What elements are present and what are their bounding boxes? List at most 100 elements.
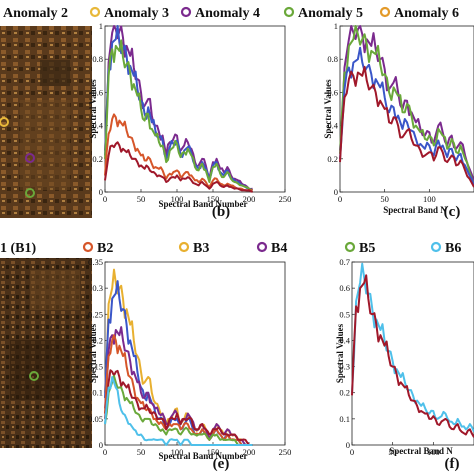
y-tick-label: 0.2 <box>92 154 103 164</box>
series-line-3 <box>339 65 474 188</box>
x-tick-label: 0 <box>338 194 342 204</box>
x-tick-label: 250 <box>279 447 292 457</box>
panel-label: (f) <box>445 456 460 472</box>
x-tick-label: 50 <box>137 447 146 457</box>
series-line-0 <box>351 262 474 433</box>
y-tick-label: 0.5 <box>339 309 350 319</box>
y-axis-label: Spectral Values <box>335 323 345 383</box>
x-tick-label: 250 <box>279 194 292 204</box>
y-tick-label: 0.3 <box>339 362 350 372</box>
y-tick-label: 0.35 <box>88 257 103 267</box>
y-tick-label: 0.1 <box>339 414 350 424</box>
legend-marker <box>180 6 192 18</box>
y-tick-label: 1 <box>99 21 103 31</box>
legend-bottom: 1 (B1) B2 B3 B4 B5 B6 <box>0 241 461 256</box>
legend-marker <box>283 6 295 18</box>
x-tick-label: 150 <box>207 447 220 457</box>
x-tick-label: 0 <box>103 194 107 204</box>
x-tick-label: 50 <box>137 194 146 204</box>
panel-label: (b) <box>212 204 230 220</box>
anomaly-map-bottom <box>0 258 92 448</box>
anomaly-marker <box>0 117 9 127</box>
x-tick-label: 50 <box>388 447 397 457</box>
y-tick-label: 0.2 <box>327 154 338 164</box>
plot-frame <box>104 261 286 446</box>
x-tick-label: 0 <box>350 447 354 457</box>
legend-top: Anomaly 2 Anomaly 3 Anomaly 4 Anomaly 5 Anom… <box>3 6 459 21</box>
y-tick-label: 0.1 <box>92 388 103 398</box>
legend-label: Anomaly 4 <box>195 6 260 21</box>
series-line-4 <box>104 141 254 193</box>
x-tick-label: 200 <box>243 447 256 457</box>
series-line-5 <box>104 375 253 446</box>
legend-marker <box>256 241 268 253</box>
series-line-3 <box>104 113 253 192</box>
y-tick-label: 0.05 <box>88 414 103 424</box>
legend-label: B2 <box>97 241 113 256</box>
series-line-1 <box>351 274 474 438</box>
x-tick-label: 100 <box>171 194 184 204</box>
plot-frame <box>339 25 474 193</box>
chart-b: 0 0.2 0.4 0.6 0.8 1 0 50 100 150 200 250 Spectral Ba… <box>88 21 291 220</box>
legend-marker <box>89 6 101 18</box>
series-line-1 <box>104 25 254 192</box>
y-tick-label: 0.4 <box>339 335 350 345</box>
panel-label: (c) <box>444 204 461 220</box>
y-axis-label: Spectral Values <box>323 79 333 139</box>
legend-label: B4 <box>271 241 287 256</box>
y-tick-label: 0.4 <box>92 121 103 131</box>
series-line-4 <box>104 369 253 446</box>
y-tick-label: 0.4 <box>327 121 338 131</box>
legend-marker <box>430 241 442 253</box>
legend-label: 1 (B1) <box>0 241 37 256</box>
legend-marker <box>82 241 94 253</box>
panel-label: (e) <box>213 456 230 472</box>
legend-label: Anomaly 3 <box>104 6 169 21</box>
legend-label: B6 <box>445 241 461 256</box>
x-tick-label: 100 <box>427 447 440 457</box>
legend-label: B3 <box>193 241 209 256</box>
x-tick-label: 0 <box>103 447 107 457</box>
series-line-0 <box>339 25 474 183</box>
y-tick-label: 0.6 <box>92 87 103 97</box>
y-tick-label: 0 <box>99 187 103 197</box>
legend-label: B5 <box>359 241 375 256</box>
y-tick-label: 0.6 <box>327 87 338 97</box>
series-line-2 <box>104 39 253 192</box>
y-tick-label: 0.6 <box>339 283 350 293</box>
x-tick-label: 200 <box>243 194 256 204</box>
plot-frame <box>351 261 474 446</box>
x-tick-label: 150 <box>207 194 220 204</box>
y-tick-label: 0 <box>99 440 103 450</box>
series-line-1 <box>339 25 474 185</box>
series-line-6 <box>104 376 253 446</box>
series-line-0 <box>104 25 253 190</box>
anomaly-marker <box>25 188 35 198</box>
y-tick-label: 0.8 <box>92 54 103 64</box>
y-tick-label: 0.2 <box>339 388 350 398</box>
y-axis-label: Spectral Values <box>88 323 98 383</box>
legend-label: Anomaly 5 <box>298 6 363 21</box>
y-axis-label: Spectral Values <box>88 79 98 139</box>
plot-frame <box>104 25 286 193</box>
y-tick-label: 0 <box>334 187 338 197</box>
y-tick-label: 0 <box>346 440 350 450</box>
x-axis-label: Spectral Band N <box>389 446 453 456</box>
legend-label: Anomaly 6 <box>394 6 459 21</box>
y-tick-label: 0.15 <box>88 362 103 372</box>
legend-label: Anomaly 2 <box>3 6 68 21</box>
x-axis-label: Spectral Band N <box>383 205 447 215</box>
x-tick-label: 100 <box>423 194 436 204</box>
x-axis-label: Spectral Band Number <box>158 199 247 209</box>
legend-marker <box>178 241 190 253</box>
x-tick-label: 50 <box>380 194 389 204</box>
legend-marker <box>344 241 356 253</box>
chart-e: 0 0.05 0.1 0.15 0.2 0.25 0.3 0.35 0 50 100 150 200 25… <box>88 257 291 472</box>
anomaly-map-top <box>0 26 92 218</box>
y-tick-label: 1 <box>334 21 338 31</box>
x-tick-label: 100 <box>171 447 184 457</box>
legend-marker <box>379 6 391 18</box>
